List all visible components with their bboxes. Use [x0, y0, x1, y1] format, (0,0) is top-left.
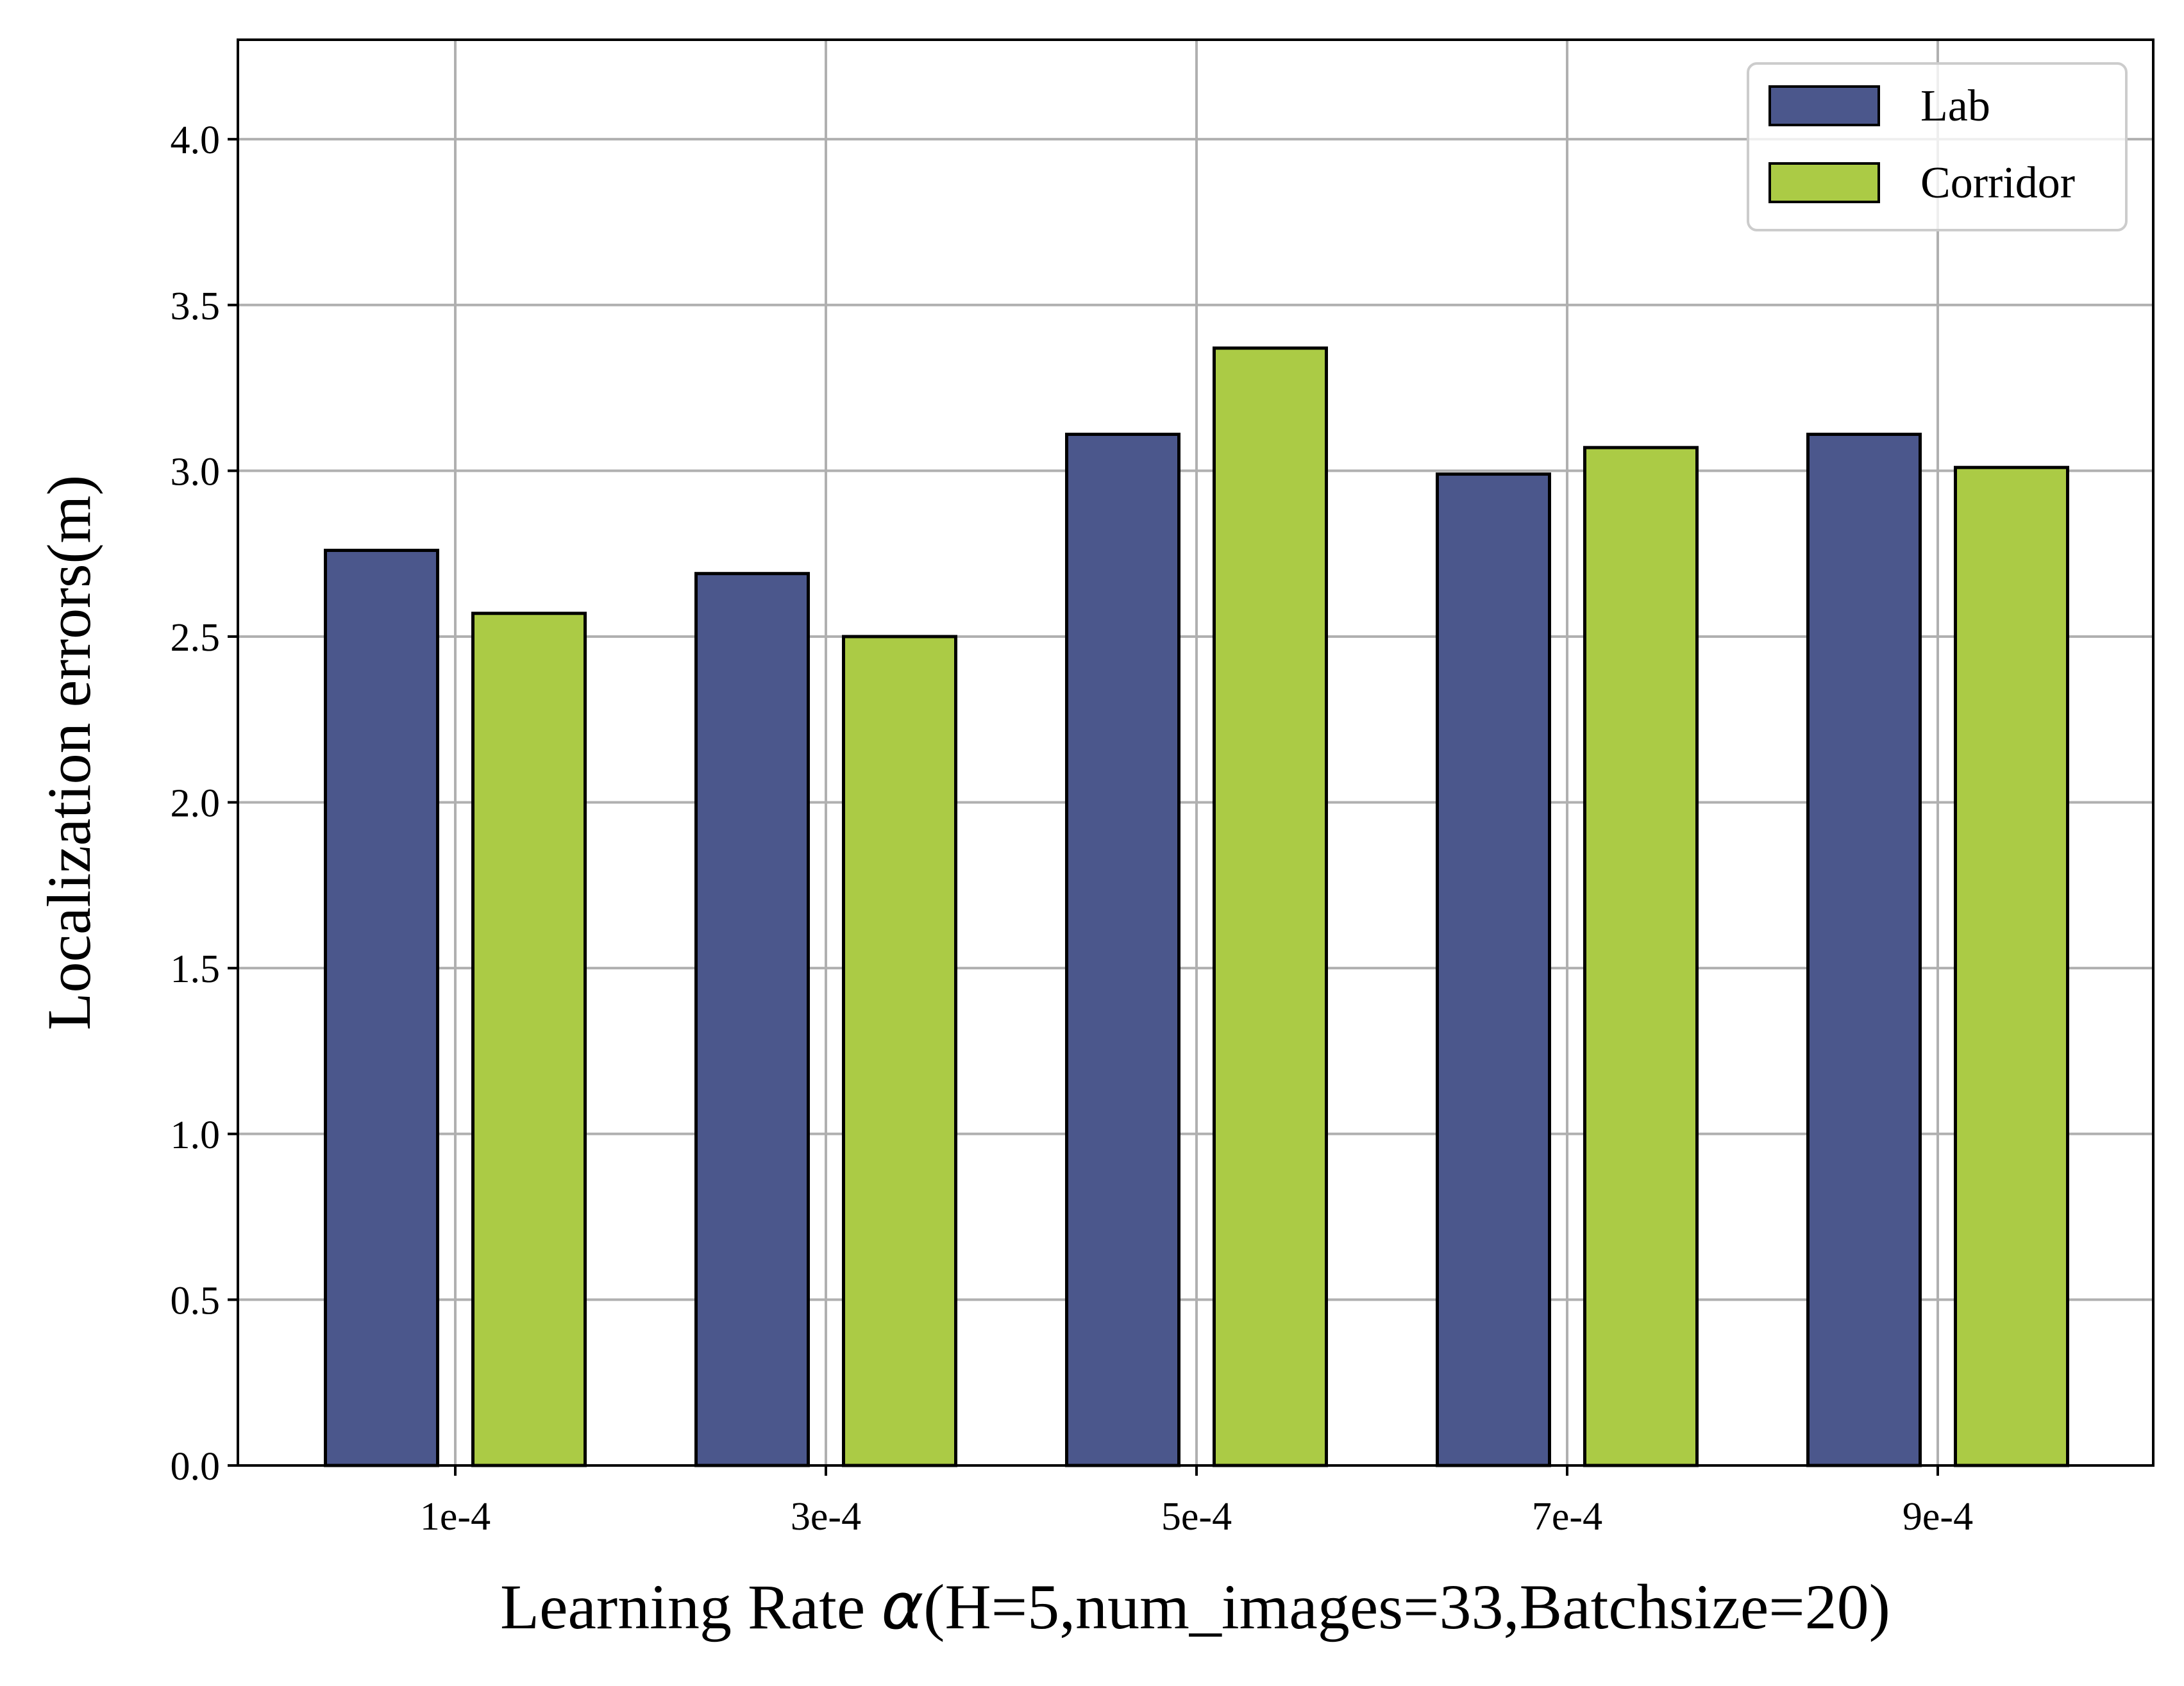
y-axis-label: Localization errors(m): [35, 475, 103, 1030]
legend: Lab Corridor: [1747, 62, 2128, 231]
bar-corridor-1e-4: [471, 612, 587, 1467]
x-tick-label: 7e-4: [1532, 1495, 1602, 1539]
bar-lab-7e-4: [1436, 472, 1551, 1467]
bar-corridor-5e-4: [1213, 346, 1328, 1467]
bar-corridor-7e-4: [1583, 446, 1699, 1467]
bar-corridor-3e-4: [842, 635, 957, 1467]
y-tick-label: 3.0: [171, 450, 221, 494]
legend-label-lab: Lab: [1920, 81, 1990, 131]
bar-lab-9e-4: [1806, 432, 1922, 1467]
axis-ticks: 0.0 0.5 1.0 1.5 2.0 2.5 3.0 3.5 4.0 1e-4 3e-4 5e-4 7…: [171, 119, 1974, 1539]
y-tick-label: 0.5: [171, 1279, 221, 1323]
x-axis-label: Learning Rate α(H=5,num_images=33,Batchs…: [500, 1569, 1890, 1644]
bar-lab-5e-4: [1065, 432, 1180, 1467]
bar-lab-3e-4: [694, 572, 810, 1467]
bar-lab-1e-4: [324, 549, 439, 1467]
x-axis-label-prefix: Learning Rate: [500, 1571, 881, 1642]
y-tick-label: 4.0: [171, 119, 221, 162]
y-tick-label: 1.5: [171, 947, 221, 991]
legend-swatch-lab: [1768, 85, 1880, 126]
x-tick-label: 9e-4: [1903, 1495, 1973, 1539]
x-tick-label: 5e-4: [1161, 1495, 1232, 1539]
y-tick-label: 3.5: [171, 285, 221, 328]
legend-swatch-corridor: [1768, 162, 1880, 203]
y-tick-label: 0.0: [171, 1445, 221, 1489]
legend-label-corridor: Corridor: [1920, 158, 2075, 208]
alpha-symbol: α: [881, 1569, 923, 1644]
x-axis-label-suffix: (H=5,num_images=33,Batchsize=20): [923, 1571, 1890, 1642]
y-tick-label: 1.0: [171, 1114, 221, 1157]
x-tick-label: 3e-4: [791, 1495, 861, 1539]
y-tick-label: 2.5: [171, 616, 221, 660]
y-tick-label: 2.0: [171, 782, 221, 826]
bar-corridor-9e-4: [1954, 465, 2069, 1467]
x-tick-label: 1e-4: [420, 1495, 491, 1539]
bars: [324, 346, 2069, 1467]
